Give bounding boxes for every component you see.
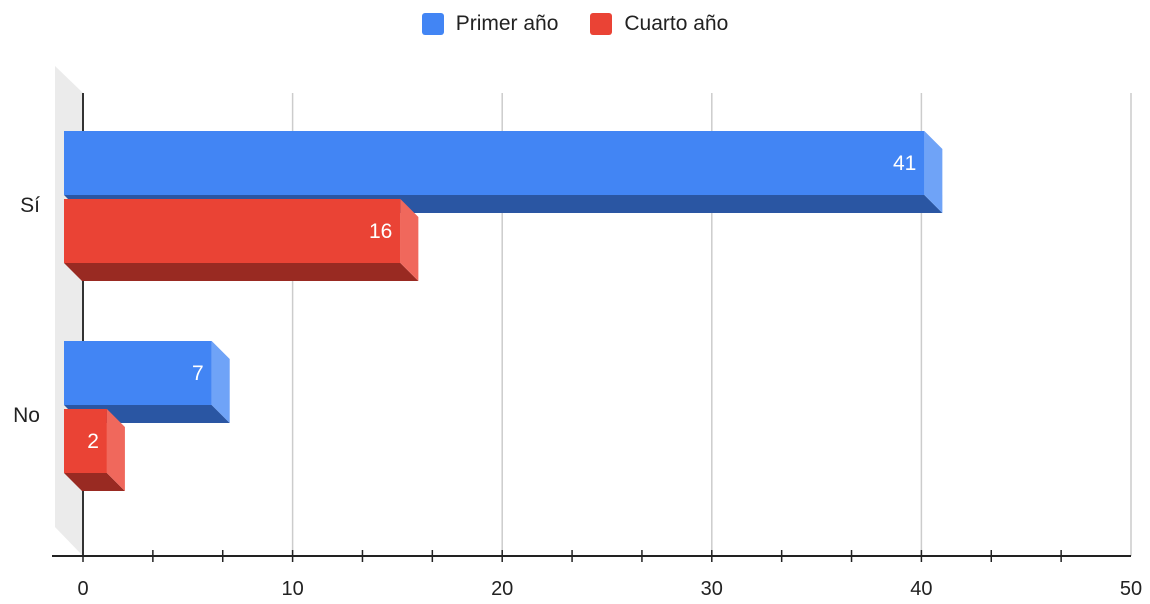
x-tick-label-0: 0 [77,578,88,600]
data-label: 41 [893,152,916,175]
bar-cuarto-1 [64,409,107,473]
legend-label-cuarto: Cuarto año [624,12,729,35]
x-tick-label-50: 50 [1120,578,1142,600]
legend-swatch-primer [421,13,444,35]
bar-bottom-face [64,263,419,281]
legend-swatch-cuarto [590,13,613,35]
y-category-label-0: Sí [20,194,40,217]
x-tick-label-40: 40 [910,578,932,600]
bar-primer-0 [64,131,925,195]
data-label: 16 [369,220,392,243]
bar-primer-1 [64,341,212,405]
x-tick-label-10: 10 [281,578,303,600]
bar-side-face [106,409,125,491]
legend-item-primer[interactable]: Primer año [421,12,559,36]
legend: Primer año Cuarto año [0,12,1150,36]
bar-side-face [924,131,943,213]
bar-side-face [400,199,419,281]
data-label: 2 [87,430,99,453]
y-category-label-1: No [13,404,40,427]
bar-cuarto-0 [64,199,401,263]
bar-side-face [211,341,230,423]
data-label: 7 [192,362,204,385]
x-tick-label-30: 30 [701,578,723,600]
bar-bottom-face [64,473,125,491]
x-tick-label-20: 20 [491,578,513,600]
legend-item-cuarto[interactable]: Cuarto año [590,12,728,36]
legend-label-primer: Primer año [455,12,559,35]
